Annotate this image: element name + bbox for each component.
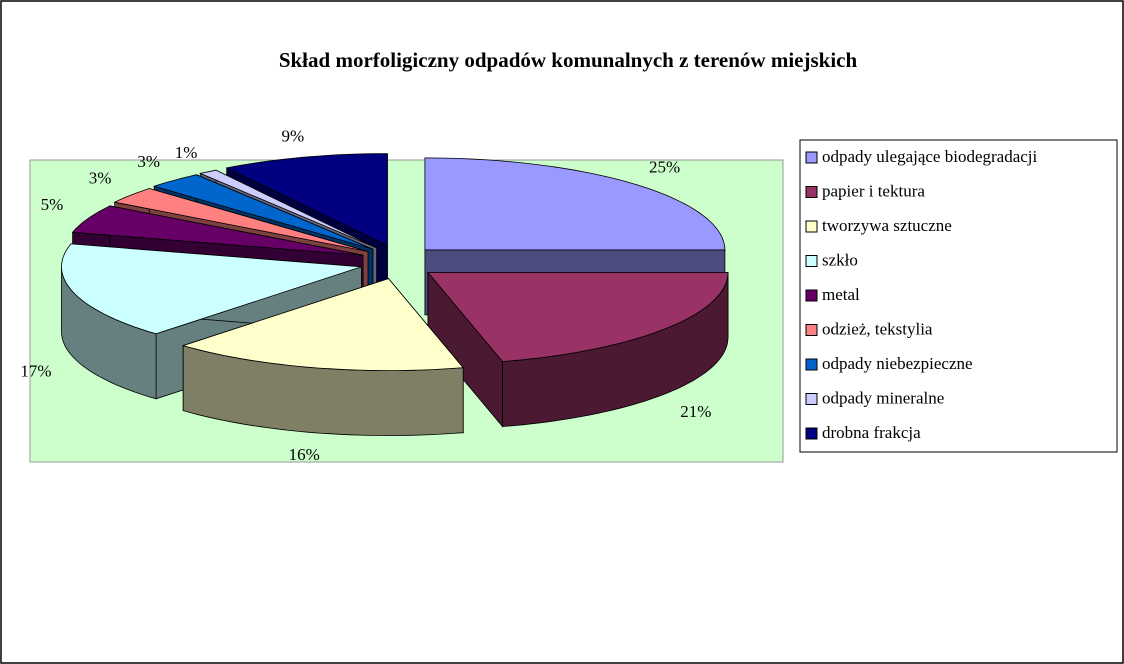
- legend-swatch: [805, 289, 818, 302]
- legend-swatch: [805, 151, 818, 164]
- legend-label: drobna frakcja: [822, 423, 921, 442]
- data-label: 25%: [649, 157, 680, 176]
- legend-swatch: [805, 186, 818, 198]
- slice: [427, 272, 729, 363]
- slice: [181, 278, 465, 372]
- legend-swatch: [805, 427, 818, 440]
- data-label: 21%: [680, 402, 711, 421]
- slice: [71, 205, 364, 256]
- legend-label: tworzywa sztuczne: [822, 216, 952, 235]
- legend-swatch: [805, 358, 818, 371]
- slice: [152, 174, 374, 250]
- slice: [424, 157, 726, 251]
- data-label: 17%: [20, 362, 51, 381]
- slice: [225, 153, 388, 247]
- data-label: 9%: [281, 127, 304, 146]
- legend-label: metal: [822, 285, 860, 304]
- legend-label: odzież, tekstylia: [822, 319, 933, 338]
- legend-label: odpady niebezpieczne: [822, 354, 973, 373]
- slice: [61, 243, 362, 335]
- chart-title: Skład morfoligiczny odpadów komunalnych …: [279, 48, 858, 72]
- legend-label: papier i tektura: [822, 181, 925, 200]
- data-label: 3%: [89, 169, 112, 188]
- legend-swatch: [805, 393, 818, 405]
- legend-label: odpady ulegające biodegradacji: [822, 147, 1038, 166]
- data-label: 3%: [137, 152, 160, 171]
- legend-label: szkło: [822, 250, 858, 269]
- data-label: 16%: [289, 445, 320, 464]
- legend: [799, 139, 1118, 453]
- pie: [61, 153, 729, 437]
- slice: [113, 188, 369, 252]
- legend-swatch: [805, 255, 818, 267]
- legend-swatch: [805, 324, 818, 336]
- slice: [198, 169, 377, 249]
- legend-swatch: [805, 220, 818, 233]
- data-label: 1%: [175, 143, 198, 162]
- legend-label: odpady mineralne: [822, 388, 944, 407]
- data-label: 5%: [41, 195, 64, 214]
